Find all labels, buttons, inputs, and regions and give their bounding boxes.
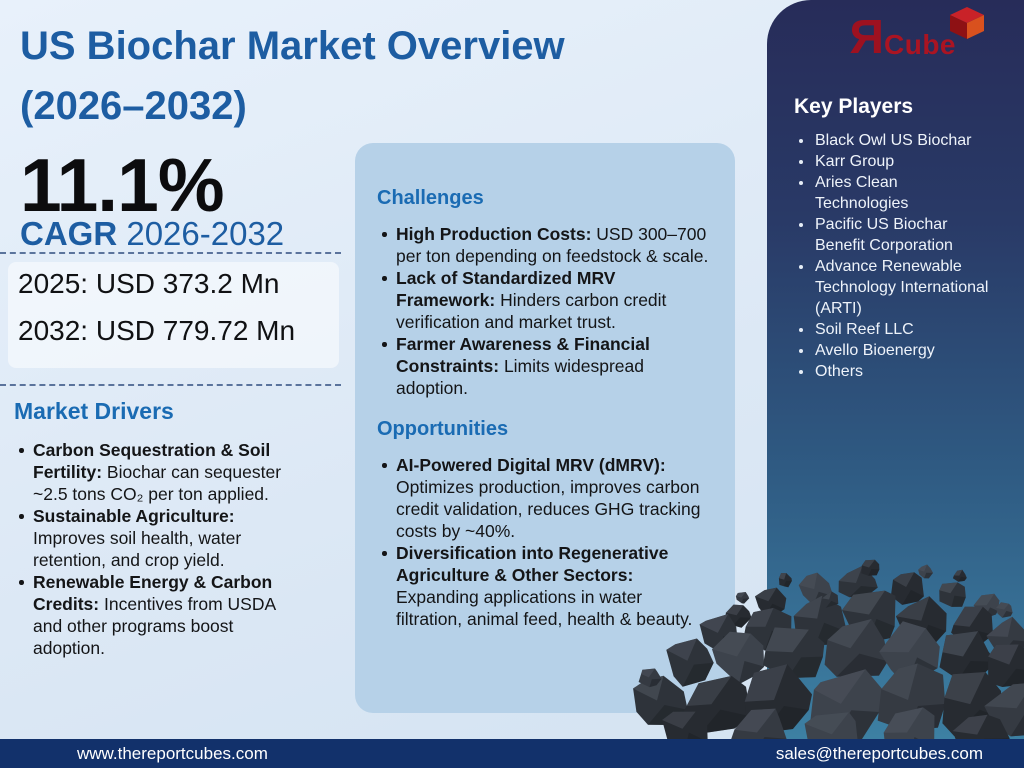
- biochar-pile-image: [633, 559, 1024, 739]
- market-size-box: [8, 262, 339, 368]
- logo-cube-text: Cube: [884, 29, 956, 61]
- cagr-label: CAGR: [20, 215, 118, 252]
- title-line-1: US Biochar Market Overview: [20, 24, 565, 68]
- challenges-list: High Production Costs: USD 300–700 per t…: [377, 223, 713, 399]
- footer-website: www.thereportcubes.com: [77, 743, 268, 763]
- logo-reversed-r: Я: [849, 11, 885, 64]
- market-size-2025: 2025: USD 373.2 Mn: [18, 268, 280, 299]
- title-line-2: (2026–2032): [20, 84, 247, 128]
- cagr-value: 11.1%: [20, 143, 225, 227]
- opportunity-item: AI-Powered Digital MRV (dMRV): Optimizes…: [377, 454, 713, 542]
- dashed-divider: [0, 252, 341, 254]
- driver-item: Sustainable Agriculture: Improves soil h…: [14, 505, 302, 571]
- challenge-item: Lack of Standardized MRV Framework: Hind…: [377, 267, 713, 333]
- cagr-label-line: CAGR 2026-2032: [20, 215, 285, 252]
- key-player-item: Pacific US Biochar Benefit Corporation: [794, 214, 990, 256]
- challenges-opportunities-card: Challenges High Production Costs: USD 30…: [355, 143, 735, 713]
- opportunities-heading: Opportunities: [377, 418, 509, 440]
- dashed-divider: [0, 384, 341, 386]
- opportunities-list: AI-Powered Digital MRV (dMRV): Optimizes…: [377, 454, 713, 630]
- key-player-item: Advance Renewable Technology Internation…: [794, 256, 990, 319]
- key-player-item: Avello Bioenergy: [794, 340, 990, 361]
- cube-3d-icon: [950, 7, 984, 40]
- cagr-period: 2026-2032: [126, 215, 285, 252]
- page-title: US Biochar Market Overview (2026–2032): [20, 16, 750, 136]
- key-players-list: Black Owl US Biochar Karr Group Aries Cl…: [794, 130, 990, 382]
- key-players-heading: Key Players: [794, 95, 914, 118]
- challenge-item: High Production Costs: USD 300–700 per t…: [377, 223, 713, 267]
- driver-item: Renewable Energy & Carbon Credits: Incen…: [14, 571, 302, 659]
- footer-email: sales@thereportcubes.com: [775, 743, 983, 763]
- challenges-heading: Challenges: [377, 187, 484, 209]
- key-player-item: Soil Reef LLC: [794, 319, 990, 340]
- challenge-item: Farmer Awareness & Financial Constraints…: [377, 333, 713, 399]
- opportunity-item: Diversification into Regenerative Agricu…: [377, 542, 713, 630]
- key-player-item: Karr Group: [794, 151, 990, 172]
- market-size-2032: 2032: USD 779.72 Mn: [18, 315, 296, 346]
- market-drivers-heading: Market Drivers: [14, 398, 174, 424]
- rcube-logo: Я Cube: [849, 7, 991, 64]
- key-player-item: Aries Clean Technologies: [794, 172, 990, 214]
- key-player-item: Black Owl US Biochar: [794, 130, 990, 151]
- driver-item: Carbon Sequestration & Soil Fertility: B…: [14, 439, 302, 505]
- key-player-item: Others: [794, 361, 990, 382]
- market-drivers-list: Carbon Sequestration & Soil Fertility: B…: [14, 439, 302, 659]
- footer-bar: www.thereportcubes.com sales@thereportcu…: [0, 739, 1024, 768]
